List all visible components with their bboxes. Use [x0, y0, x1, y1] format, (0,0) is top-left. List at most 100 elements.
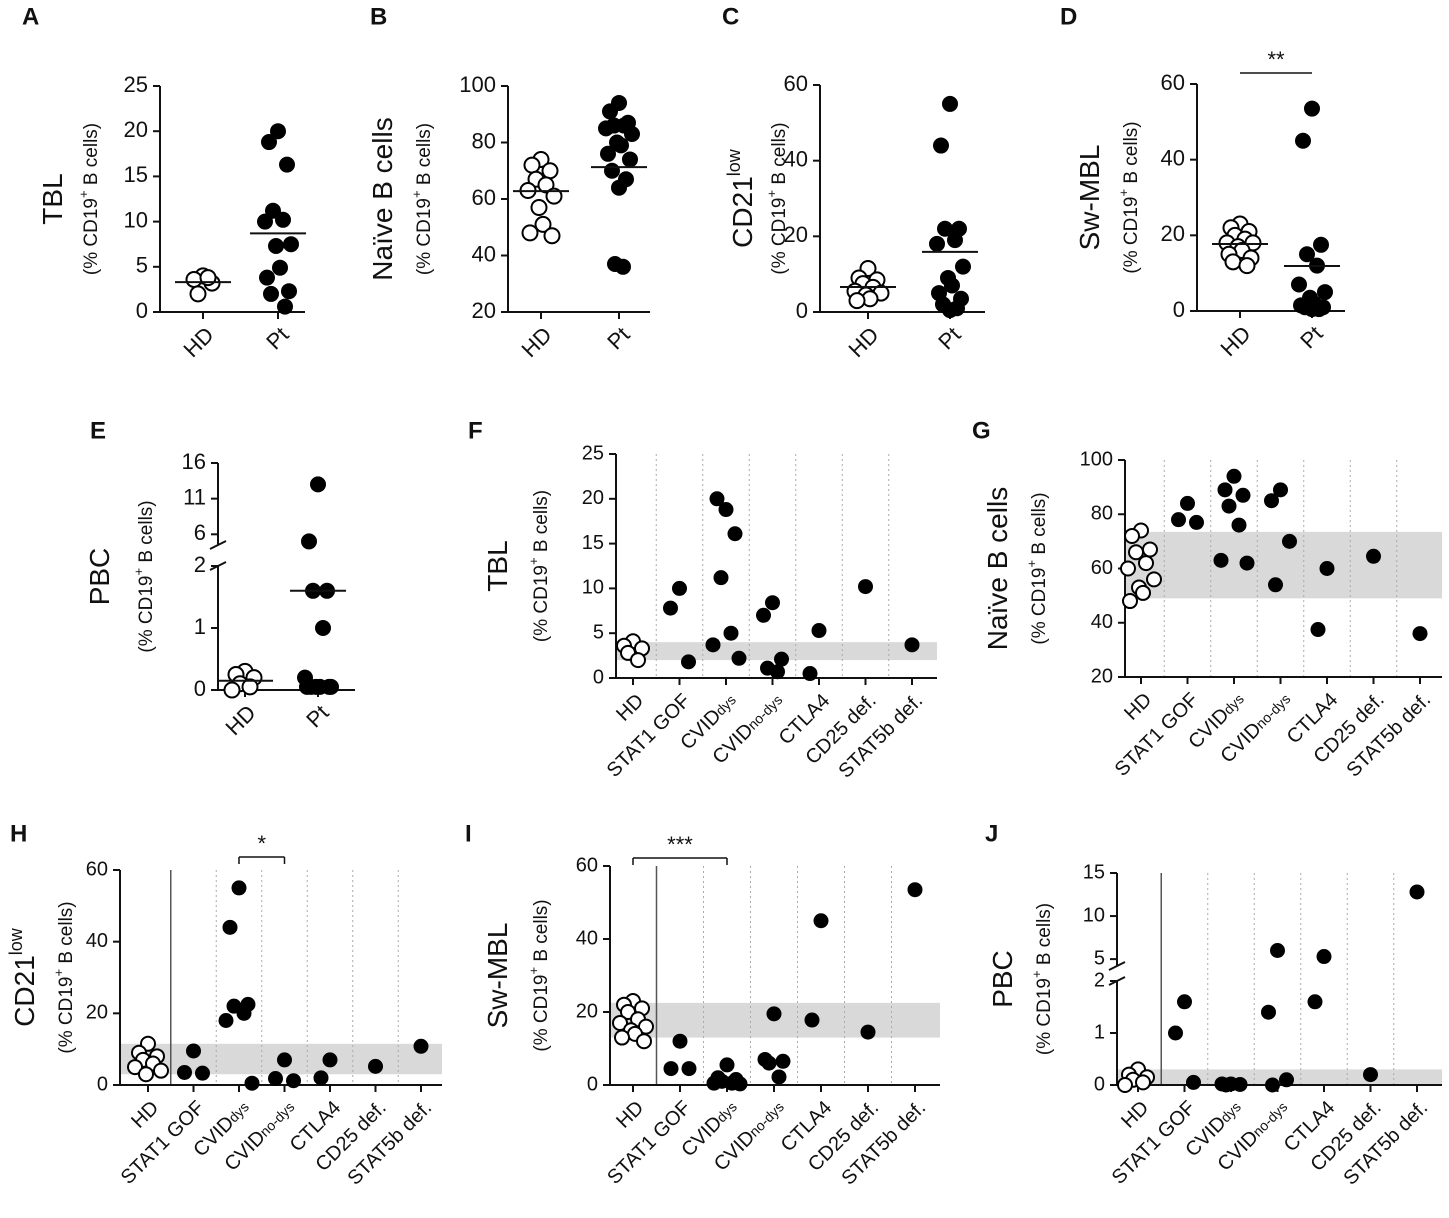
y-axis-label-part: PBC: [84, 548, 115, 606]
data-point: [770, 664, 785, 680]
data-point: [313, 1070, 329, 1086]
y-tick-label: 20: [86, 1002, 108, 1024]
y-axis-unit-part: B cells): [1034, 903, 1055, 971]
data-point: [1317, 284, 1333, 301]
data-point: [1146, 571, 1162, 588]
y-axis-label-part: Naïve B cells: [982, 487, 1013, 650]
data-point: [604, 162, 620, 179]
data-point: [261, 134, 277, 151]
data-point: [1226, 468, 1242, 484]
data-point: [265, 202, 281, 219]
y-tick-label: 20: [784, 222, 808, 247]
y-tick-label: 60: [86, 858, 108, 880]
data-point: [811, 623, 827, 639]
y-axis-unit-part: (% CD19: [531, 975, 552, 1052]
y-tick-label: 11: [183, 484, 206, 509]
data-point: [1295, 132, 1311, 149]
data-point: [272, 259, 288, 276]
y-axis-unit-part: (% CD19: [769, 198, 790, 275]
data-point: [223, 681, 241, 699]
data-point: [1135, 1074, 1151, 1091]
data-point: [944, 277, 960, 294]
data-point: [523, 156, 541, 174]
y-tick-label: 5: [136, 253, 148, 278]
y-tick-label: 0: [587, 1073, 598, 1095]
data-point: [541, 162, 559, 180]
y-tick-label: 1: [1094, 1021, 1105, 1043]
data-point: [177, 1064, 192, 1080]
y-axis-label-part: Sw-MBL: [1074, 145, 1105, 251]
data-point: [947, 232, 963, 249]
y-tick-label: 10: [582, 577, 604, 599]
data-point: [127, 1059, 143, 1076]
y-tick-label: 1: [194, 614, 206, 639]
panel-label: D: [1060, 3, 1077, 30]
panel-label: E: [90, 417, 106, 444]
y-axis-unit: (% CD19+ B cells): [76, 123, 102, 275]
y-tick-label: 40: [1161, 145, 1185, 170]
data-point: [1221, 498, 1237, 514]
data-point: [1142, 541, 1158, 558]
x-tick-label: Pt: [301, 700, 333, 732]
y-axis-label-part: Sw-MBL: [482, 923, 513, 1029]
y-axis-unit-part: +: [409, 190, 424, 198]
x-tick-label: HD: [516, 322, 556, 362]
y-tick-label: 20: [1091, 665, 1113, 687]
data-point: [1224, 253, 1242, 271]
y-axis-label: Naïve B cells: [982, 487, 1013, 650]
data-point: [1117, 1077, 1133, 1093]
y-tick-label: 100: [1080, 448, 1113, 470]
axis-break: [209, 561, 227, 571]
y-axis-unit-part: B cells): [1029, 492, 1050, 560]
data-point: [727, 526, 743, 542]
data-point: [774, 651, 789, 667]
panel: D Sw-MBL (% CD19+ B cells) 0 20 40 60 HD Pt **: [1060, 3, 1345, 361]
data-point: [804, 1012, 820, 1028]
data-point: [1304, 301, 1320, 318]
data-point: [718, 502, 734, 518]
x-tick-label: HD: [178, 322, 218, 362]
data-point: [860, 1024, 876, 1040]
y-tick-label: 6: [194, 520, 206, 545]
y-axis-unit-part: +: [526, 967, 541, 975]
y-axis-unit: (% CD19+ B cells): [1029, 903, 1055, 1055]
y-axis-unit-part: +: [764, 190, 779, 198]
data-point: [613, 137, 629, 154]
y-tick-label: 5: [593, 621, 604, 643]
data-point: [281, 283, 297, 300]
data-point: [268, 1071, 283, 1087]
data-point: [756, 607, 771, 623]
data-point: [277, 1052, 292, 1068]
y-axis-unit: (% CD19+ B cells): [526, 899, 552, 1051]
data-point: [1279, 1072, 1294, 1088]
data-point: [1120, 560, 1136, 577]
data-point: [713, 570, 729, 586]
data-point: [275, 211, 291, 228]
y-tick-label: 60: [472, 185, 496, 210]
y-axis-unit: (% CD19+ B cells): [1024, 492, 1050, 644]
data-point: [1264, 493, 1279, 509]
data-point: [600, 145, 616, 162]
data-point: [138, 1066, 154, 1083]
y-tick-label: 40: [576, 927, 598, 949]
y-tick-label: 0: [796, 298, 808, 323]
data-point: [368, 1058, 383, 1074]
y-axis-label: CD21low: [724, 148, 759, 248]
data-point: [1122, 593, 1138, 610]
y-tick-label: 20: [124, 117, 148, 142]
y-tick-label: 60: [576, 854, 598, 876]
data-point: [1299, 246, 1315, 263]
data-point: [942, 95, 958, 112]
reference-band: [616, 642, 937, 661]
panel: B Naïve B cells (% CD19+ B cells) 20 40 60 80 1…: [367, 3, 650, 362]
y-tick-label: 10: [1083, 904, 1105, 926]
y-axis-unit: (% CD19+ B cells): [526, 490, 552, 642]
data-point: [286, 1073, 301, 1089]
data-point: [218, 1013, 234, 1028]
data-point: [1412, 626, 1428, 642]
axis-break: [1108, 961, 1126, 971]
data-point: [413, 1038, 429, 1054]
data-point: [321, 678, 337, 695]
y-tick-label: 40: [472, 241, 496, 266]
y-tick-label: 25: [582, 442, 604, 464]
